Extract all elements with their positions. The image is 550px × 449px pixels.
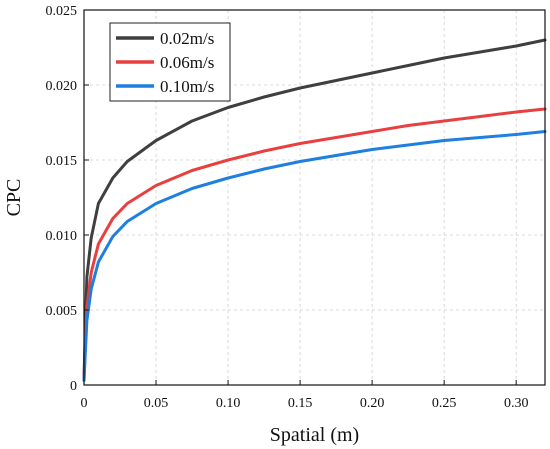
y-tick-label: 0.005 <box>46 304 78 319</box>
axis-ticks: 0 0.05 0.10 0.15 0.20 0.25 0.30 0 0.005 0.010 0.01… <box>46 4 529 411</box>
series-lines <box>82 38 547 382</box>
y-axis-title: CPC <box>3 179 25 217</box>
y-tick-label: 0.020 <box>46 79 78 94</box>
legend-label: 0.10m/s <box>160 77 214 96</box>
plot-frame <box>83 9 546 386</box>
y-tick-label: 0.015 <box>46 154 78 169</box>
legend-label: 0.02m/s <box>160 29 214 48</box>
x-axis-title: Spatial (m) <box>270 424 359 446</box>
series-line <box>82 130 547 382</box>
legend-label: 0.06m/s <box>160 53 214 72</box>
x-tick-label: 0.10 <box>216 396 241 411</box>
legend: 0.02m/s 0.06m/s 0.10m/s <box>109 22 231 102</box>
x-tick-label: 0.20 <box>360 396 385 411</box>
x-tick-label: 0 <box>81 396 88 411</box>
x-tick-label: 0.30 <box>504 396 529 411</box>
x-tick-label: 0.25 <box>432 396 457 411</box>
x-tick-label: 0.15 <box>288 396 313 411</box>
y-tick-label: 0 <box>70 379 77 394</box>
series-line <box>82 38 547 379</box>
y-tick-label: 0.025 <box>46 4 78 19</box>
x-tick-label: 0.05 <box>144 396 169 411</box>
series-line <box>82 107 547 381</box>
y-tick-label: 0.010 <box>46 229 78 244</box>
